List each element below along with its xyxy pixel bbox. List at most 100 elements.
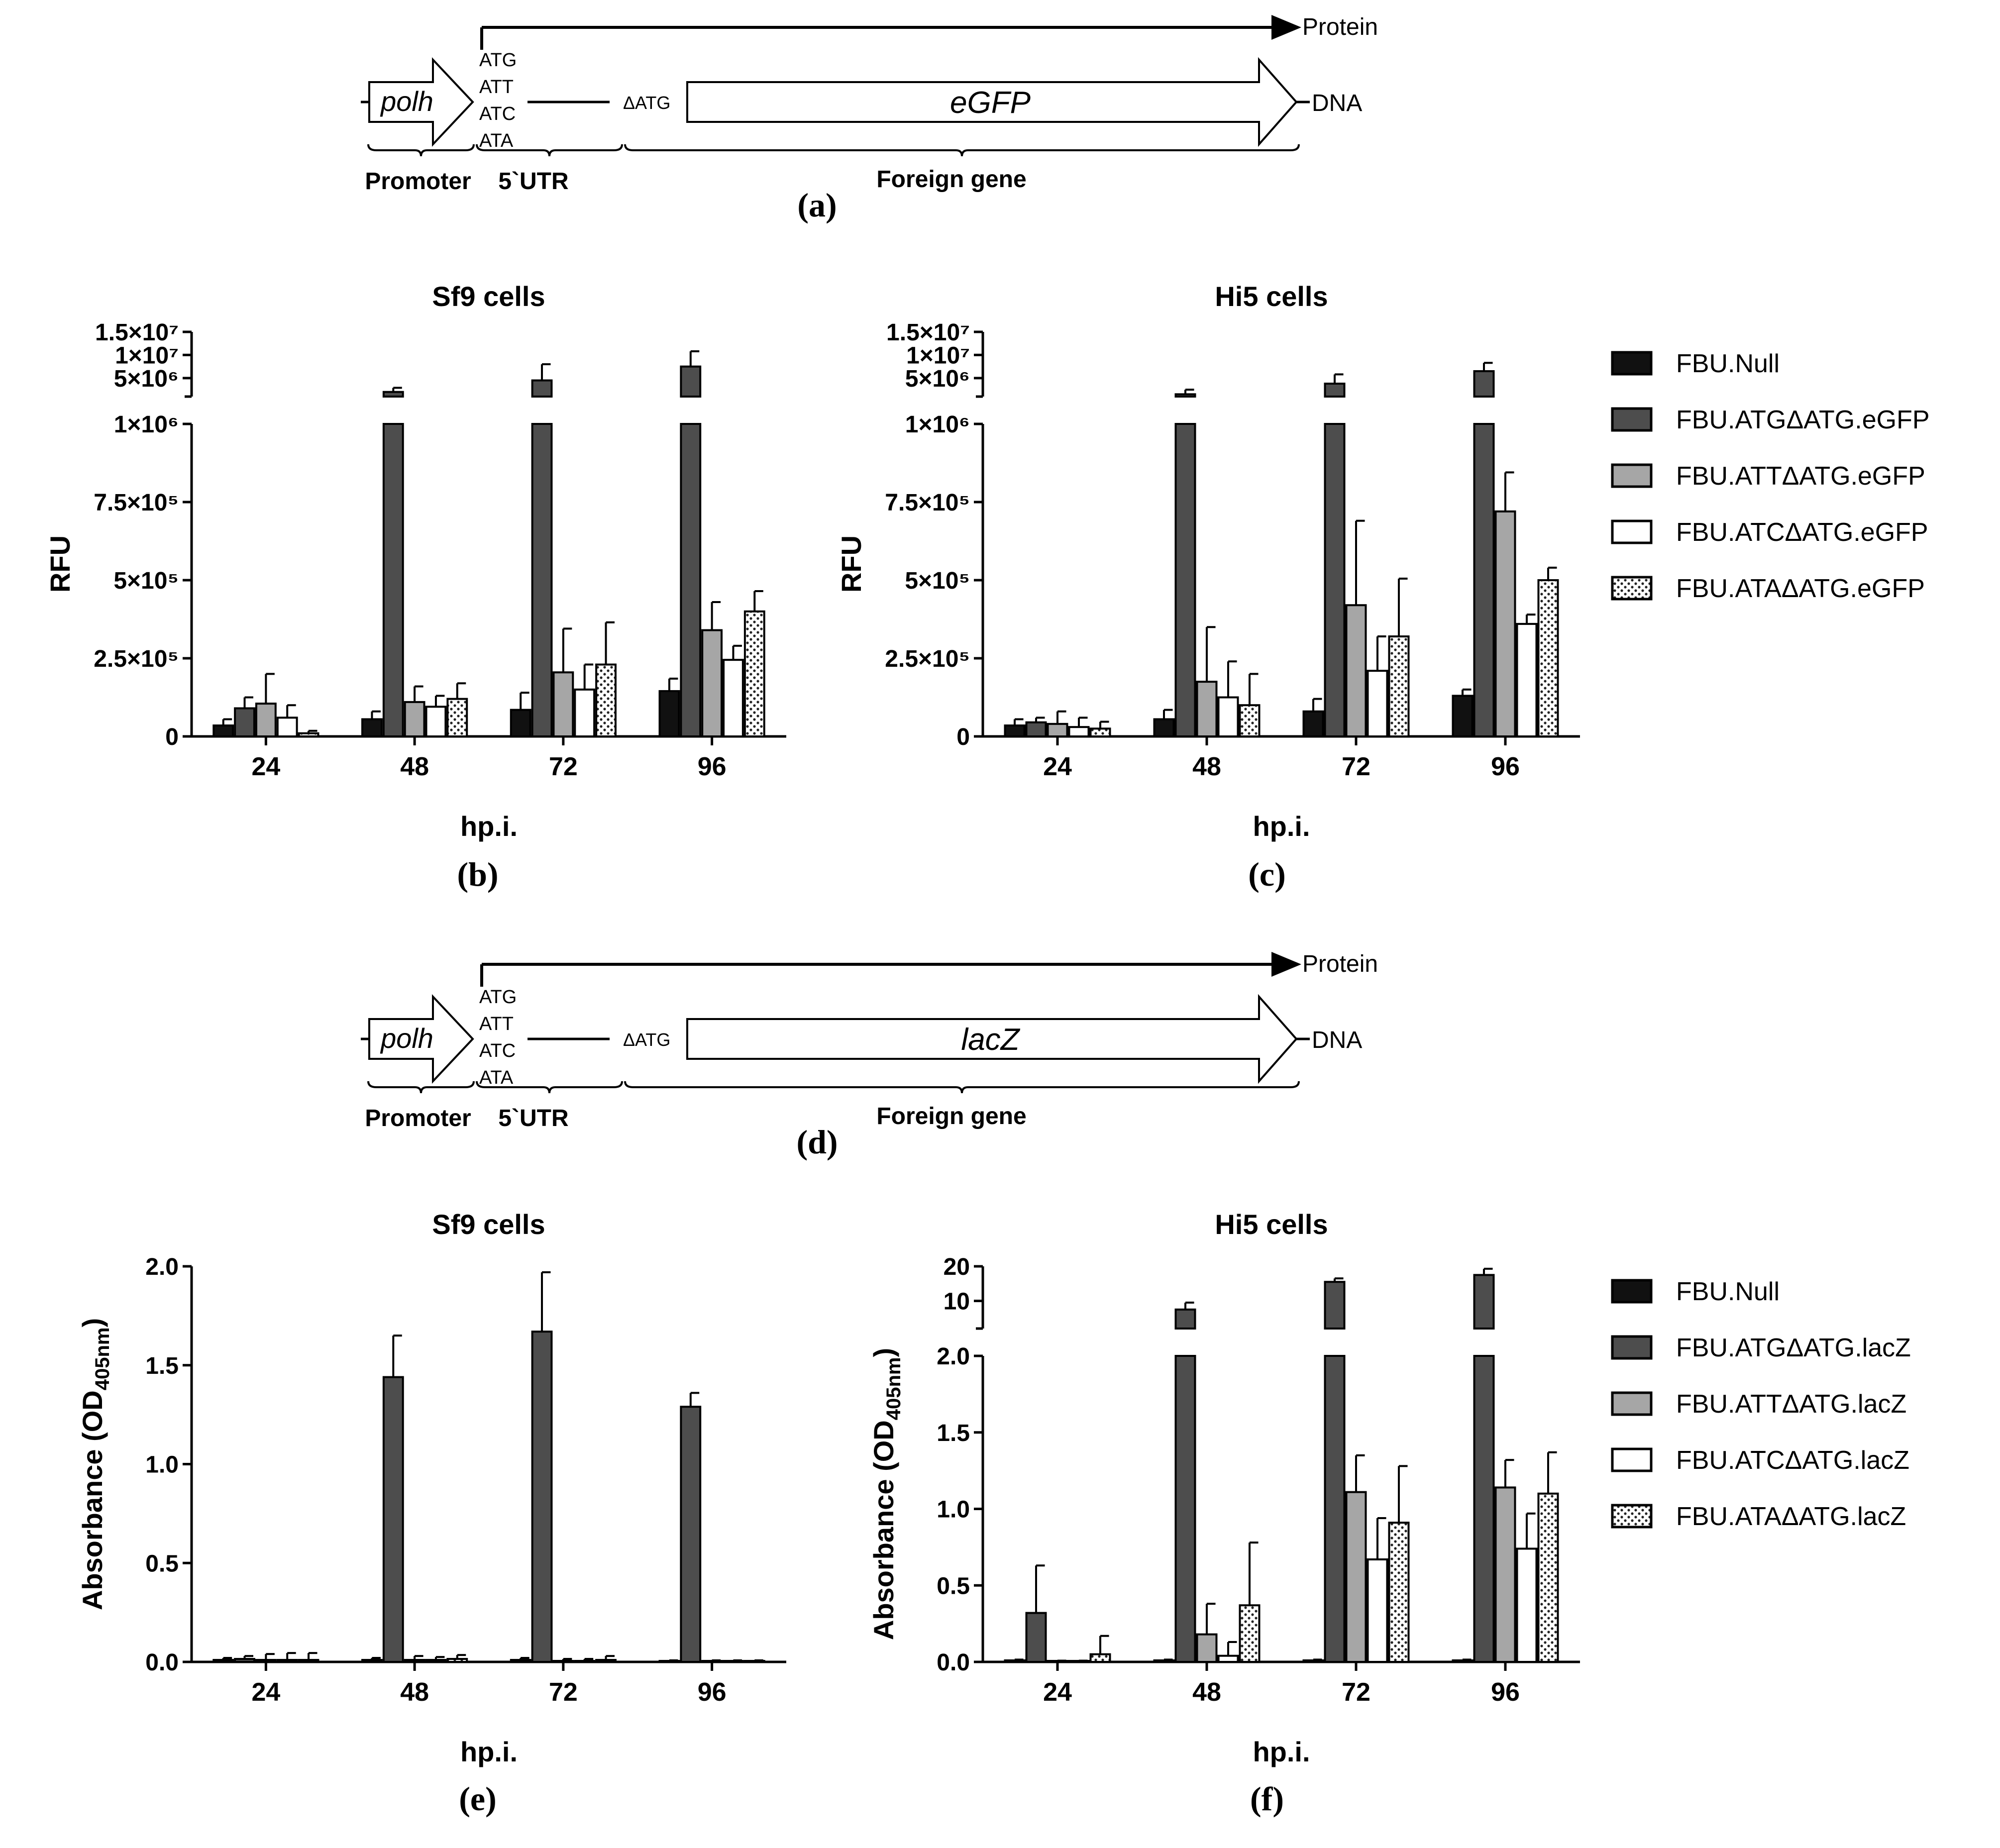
construct-diagram: Protein polh ATG ATT ATC ATA ΔATG eGFP DNA Promot… [361,14,1378,195]
protein-label: Protein [1302,951,1378,977]
arrow-head-icon [1271,15,1301,40]
x-tick-label: 96 [1491,1678,1520,1707]
legend-label: FBU.ATAΔATG.eGFP [1676,574,1925,603]
construct-diagram: Protein polh ATG ATT ATC ATA ΔATG lacZ DNA Promot… [361,951,1378,1131]
promoter-brace [367,144,475,157]
bar [1324,423,1346,737]
panel-letter: (b) [457,855,498,893]
bar [531,1331,553,1663]
panel-letter: (e) [459,1780,496,1818]
y-axis-label-main: Absorbance (OD [868,1420,899,1640]
y-tick-label: 5×10⁵ [113,568,179,594]
x-tick-label: 96 [698,752,727,781]
legend-label: FBU.ATAΔATG.lacZ [1676,1502,1906,1531]
bar [1494,1486,1516,1663]
legend-label: FBU.ATGΔATG.lacZ [1676,1334,1911,1362]
panel-letter: (f) [1250,1780,1284,1818]
bar [1473,1355,1495,1663]
bar [298,1659,319,1663]
bar-upper-segment [1324,1281,1346,1330]
protein-label: Protein [1302,14,1378,40]
bar [1516,622,1538,738]
bar [1302,710,1324,738]
bar [255,1659,277,1663]
bar [595,663,617,738]
bar [212,1659,234,1663]
x-tick-label: 72 [1342,1678,1370,1707]
bar-chart: Sf9 cells Absorbance (OD405nm) 0.0 0.5 1.0 1.… [77,1209,786,1767]
bar [1196,681,1218,737]
bar [425,1659,447,1663]
y-tick-label: 1×10⁶ [114,411,179,438]
codon-label: ATA [479,1067,514,1088]
x-tick-label: 48 [1192,1678,1221,1707]
bar [234,1658,255,1663]
bar [680,1406,702,1663]
bar [510,709,531,737]
y-tick-label: 20 [944,1254,970,1280]
x-tick-label: 72 [1342,752,1370,781]
legend-swatch [1611,1504,1653,1529]
promoter-brace [367,1081,475,1094]
bar [1537,579,1559,737]
x-tick-label: 72 [549,1678,578,1707]
utr-brace [476,144,623,157]
panel-letter: (c) [1248,855,1285,893]
utr-brace [476,1081,623,1094]
codon-label: ATT [479,77,514,98]
bar [276,717,298,737]
bar [1239,1604,1261,1663]
bar-upper-segment [680,365,702,398]
bar [1516,1547,1538,1663]
promoter-name: polh [380,1023,433,1054]
y-axis-label: Absorbance (OD405nm) [77,1318,113,1610]
legend-swatch [1611,407,1653,432]
legend: FBU.Null FBU.ATGΔATG.eGFP FBU.ATTΔATG.eGFP… [1611,349,1930,603]
panel-letter: (d) [796,1123,838,1161]
bar [1345,1491,1367,1663]
legend-swatch [1611,1391,1653,1416]
panel-letter: (a) [797,186,837,224]
y-tick-label: 1.0 [145,1452,179,1478]
x-tick-label: 24 [1043,752,1072,781]
gene-name: eGFP [950,86,1031,120]
codon-label: ATC [479,1040,516,1061]
legend-label: FBU.Null [1676,1277,1780,1306]
y-tick-label: 0.5 [937,1573,970,1599]
bar [1239,704,1261,737]
chart-title: Sf9 cells [432,1209,545,1240]
y-tick-label: 1.5 [937,1420,970,1446]
y-tick-label: 1×10⁷ [115,342,179,369]
bar-upper-segment [531,379,553,398]
y-tick-label: 0.0 [145,1649,179,1676]
legend: FBU.Null FBU.ATGΔATG.lacZ FBU.ATTΔATG.lacZ… [1611,1277,1911,1531]
bar-upper-segment [1324,383,1346,398]
legend-swatch [1611,576,1653,601]
legend-swatch [1611,351,1653,376]
bar [404,1659,425,1663]
bar [1025,721,1047,737]
x-tick-label: 24 [251,1678,280,1707]
bar [574,688,596,738]
legend-swatch [1611,1335,1653,1360]
foreign-gene-brace [624,144,1300,157]
promoter-arrow [368,994,474,1084]
bar [1388,635,1410,738]
bar [1089,1653,1111,1663]
brace-label-promoter: Promoter [365,1105,471,1131]
bar [1452,695,1474,737]
y-tick-label: 2.5×10⁵ [885,646,970,672]
delta-atg-label: ΔATG [623,93,670,113]
legend-label: FBU.ATCΔATG.lacZ [1676,1446,1909,1475]
bar [1217,696,1239,737]
bar [276,1659,298,1663]
legend-label: FBU.ATTΔATG.eGFP [1676,462,1925,491]
x-tick-label: 96 [1491,752,1520,781]
y-axis-label-subscript: 405nm [92,1328,113,1391]
bar [1153,718,1175,737]
legend-swatch [1611,1447,1653,1472]
y-tick-label: 1×10⁷ [906,342,970,369]
bar [361,1659,383,1663]
y-tick-label: 5×10⁶ [114,366,179,392]
x-tick-label: 96 [698,1678,727,1707]
